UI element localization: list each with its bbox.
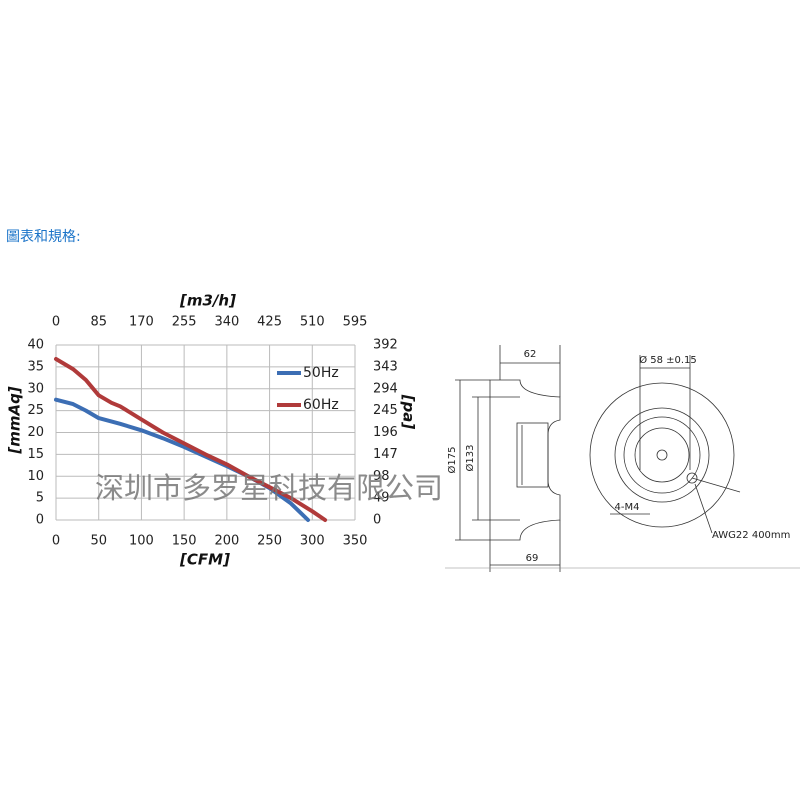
- x-tick-label: 200: [214, 534, 239, 549]
- x2-tick-label: 595: [343, 315, 368, 330]
- leader: [694, 483, 713, 534]
- circle: [634, 427, 690, 483]
- x-tick-label: 350: [343, 534, 368, 549]
- x-tick-label: 100: [129, 534, 154, 549]
- dim-label: Ø 58 ±0.15: [639, 354, 697, 366]
- circle: [623, 416, 701, 494]
- circle: [656, 449, 668, 461]
- y2-tick-label: 0: [373, 513, 381, 528]
- legend-label: 50Hz: [303, 365, 339, 381]
- y2-tick-label: 343: [373, 359, 398, 374]
- y2-tick-label: 49: [373, 491, 390, 506]
- x2-tick-label: 340: [214, 315, 239, 330]
- x-tick-label: 150: [172, 534, 197, 549]
- chart: 0510152025303540049981471962452943433920…: [6, 292, 418, 569]
- y-tick-label: 0: [36, 513, 44, 528]
- x2-tick-label: 425: [257, 315, 282, 330]
- y-tick-label: 30: [27, 381, 44, 396]
- outer-circle: [589, 382, 735, 528]
- x2-tick-label: 85: [90, 315, 107, 330]
- hub: [516, 422, 549, 488]
- dim-label: AWG22 400mm: [712, 530, 790, 541]
- y-tick-label: 20: [27, 425, 44, 440]
- y-tick-label: 15: [27, 447, 44, 462]
- x-tick-label: 250: [257, 534, 282, 549]
- side-outline: [489, 379, 561, 541]
- x2-tick-label: 0: [52, 315, 60, 330]
- circle: [614, 407, 710, 503]
- x2-tick-label: 170: [129, 315, 154, 330]
- y-tick-label: 25: [27, 403, 44, 418]
- y2-tick-label: 147: [373, 447, 398, 462]
- drawing: 62 Ø175 Ø133 69 Ø 58 ±0.15 4-M4 AWG22 40…: [445, 345, 800, 572]
- cable: [691, 477, 741, 493]
- watermark: 深圳市多罗星科技有限公司: [95, 471, 443, 505]
- dim-label: Ø175: [446, 447, 458, 474]
- y-tick-label: 35: [27, 359, 44, 374]
- y2-tick-label: 392: [373, 338, 398, 353]
- y2-tick-label: 196: [373, 425, 398, 440]
- cable-hole: [686, 472, 698, 484]
- dim-label: Ø133: [464, 445, 476, 472]
- y2-tick-label: 294: [373, 381, 398, 396]
- y-tick-label: 10: [27, 469, 44, 484]
- series-line: [54, 357, 328, 522]
- legend-label: 60Hz: [303, 397, 339, 413]
- x-axis-title: [CFM]: [179, 551, 230, 569]
- y-axis-title: [mmAq]: [6, 386, 24, 454]
- y2-tick-label: 98: [373, 469, 390, 484]
- x2-axis-title: [m3/h]: [179, 292, 236, 310]
- x-tick-label: 0: [52, 534, 60, 549]
- x2-tick-label: 255: [172, 315, 197, 330]
- y-tick-label: 40: [27, 338, 44, 353]
- y-tick-label: 5: [36, 491, 44, 506]
- y2-axis-title: [pa]: [400, 394, 418, 430]
- dim-label: 69: [526, 553, 539, 564]
- x-tick-label: 50: [90, 534, 107, 549]
- section-title: 圖表和規格:: [6, 229, 81, 245]
- x-tick-label: 300: [300, 534, 325, 549]
- dim-label: 62: [524, 349, 537, 360]
- x2-tick-label: 510: [300, 315, 325, 330]
- y2-tick-label: 245: [373, 403, 398, 418]
- dim-label: 4-M4: [615, 502, 640, 513]
